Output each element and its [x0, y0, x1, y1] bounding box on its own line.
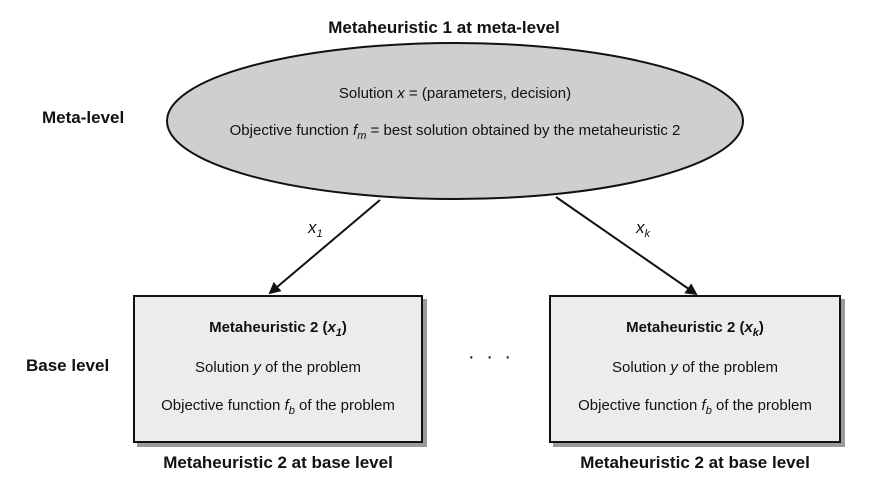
- meta-level-ellipse: [166, 42, 744, 200]
- arrow-label-x1: x1: [308, 218, 323, 240]
- base-level-label: Base level: [26, 356, 110, 375]
- base-node-1-caption: Metaheuristic 2 at base level: [163, 453, 393, 472]
- base-node-1-objective: Objective function fb of the problem: [161, 397, 395, 417]
- base-node-1-title: Metaheuristic 2 (x1): [209, 319, 347, 339]
- base-node-1: Metaheuristic 2 (x1) Solution y of the p…: [133, 295, 423, 443]
- ellipsis: · · ·: [468, 346, 515, 368]
- top-title: Metaheuristic 1 at meta-level: [328, 18, 560, 37]
- base-node-k-objective: Objective function fb of the problem: [578, 397, 812, 417]
- base-node-k-solution: Solution y of the problem: [612, 359, 778, 376]
- arrow-label-xk: xk: [636, 218, 650, 240]
- base-node-k: Metaheuristic 2 (xk) Solution y of the p…: [549, 295, 841, 443]
- meta-solution-line: Solution x = (parameters, decision): [338, 85, 572, 102]
- base-node-k-caption: Metaheuristic 2 at base level: [580, 453, 810, 472]
- meta-objective-line: Objective function fm = best solution ob…: [229, 122, 681, 142]
- arrow-xk: [555, 196, 698, 296]
- arrow-x1: [268, 199, 381, 295]
- base-node-1-solution: Solution y of the problem: [195, 359, 361, 376]
- meta-level-label: Meta-level: [42, 108, 125, 127]
- base-node-k-title: Metaheuristic 2 (xk): [626, 319, 764, 339]
